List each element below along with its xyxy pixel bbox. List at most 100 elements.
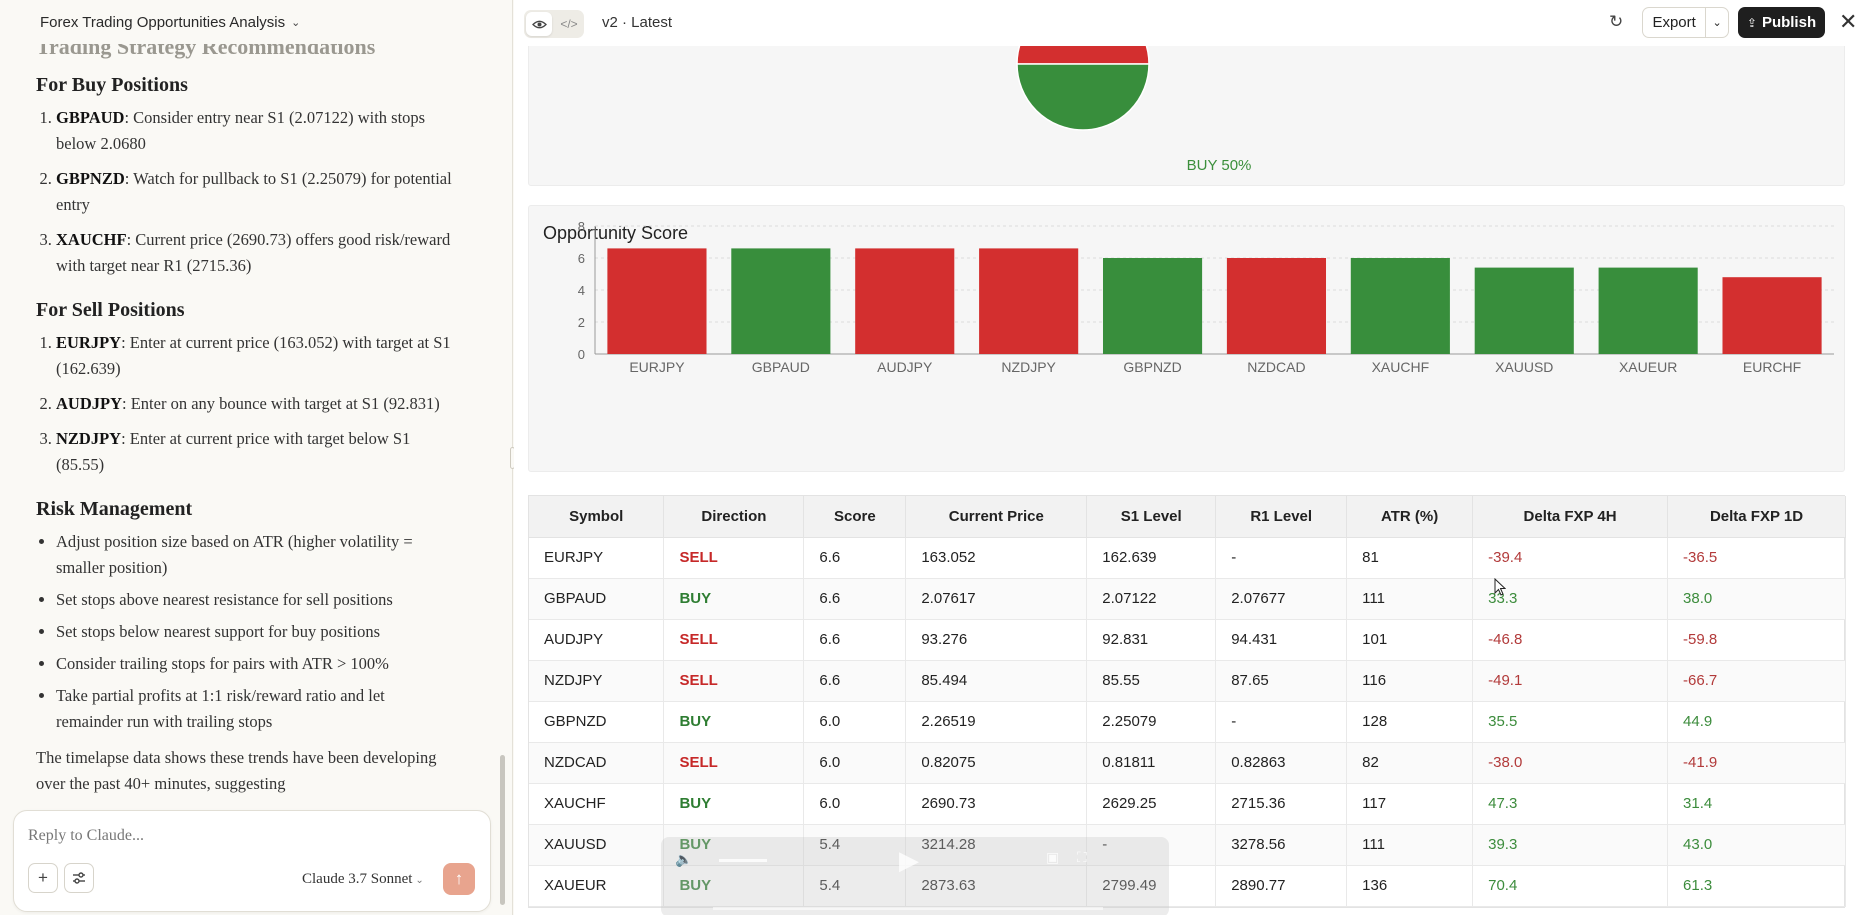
table-row[interactable]: NZDJPY SELL 6.6 85.494 85.55 87.65 116 -49.1 -66…	[529, 660, 1846, 702]
table-cell: -	[1215, 701, 1348, 743]
sell-item: AUDJPY: Enter on any bounce with target …	[56, 391, 452, 417]
volume-icon[interactable]: 🔈	[675, 851, 693, 867]
tools-button[interactable]	[64, 863, 94, 893]
column-header[interactable]: Delta FXP 1D	[1667, 496, 1846, 538]
table-cell: -49.1	[1472, 660, 1669, 702]
column-header[interactable]: S1 Level	[1086, 496, 1217, 538]
video-overlay[interactable]: 🔈 ▶ ▣ ⛶	[661, 837, 1169, 915]
play-icon[interactable]: ▶	[899, 845, 919, 875]
table-row[interactable]: AUDJPY SELL 6.6 93.276 92.831 94.431 101 -46.8-…	[529, 619, 1846, 661]
table-cell: 6.0	[803, 742, 907, 784]
close-button[interactable]: ✕	[1839, 9, 1857, 35]
bar-xauchf[interactable]	[1350, 258, 1450, 354]
buy-heading: For Buy Positions	[36, 74, 188, 96]
publish-label: Publish	[1761, 14, 1817, 31]
table-cell: BUY	[663, 824, 805, 866]
table-cell: 6.0	[803, 783, 907, 825]
table-row[interactable]: GBPNZD BUY 6.0 2.26519 2.25079-128 35.5 44.9	[529, 701, 1846, 743]
table-cell: 2890.77	[1215, 865, 1348, 907]
symbol-label: GBPNZD	[56, 169, 125, 188]
table-cell: 2799.49	[1086, 865, 1217, 907]
fullscreen-icon[interactable]: ⛶	[1077, 849, 1087, 865]
table-cell: 6.0	[803, 701, 907, 743]
y-tick-label: 0	[578, 347, 585, 362]
bar-eurchf[interactable]	[1722, 277, 1822, 354]
version-label[interactable]: v2 · Latest	[602, 14, 673, 31]
preview-tab[interactable]	[526, 12, 552, 36]
chevron-down-icon[interactable]: ⌄	[1712, 17, 1722, 29]
table-cell: NZDCAD	[529, 742, 665, 784]
table-cell: BUY	[663, 701, 805, 743]
export-button[interactable]: Export ⌄	[1642, 7, 1729, 38]
column-header[interactable]: Current Price	[905, 496, 1088, 538]
refresh-button[interactable]: ↻	[1609, 12, 1623, 32]
add-button[interactable]: +	[28, 863, 58, 893]
pip-icon[interactable]: ▣	[1046, 849, 1060, 865]
bar-nzdjpy[interactable]	[979, 248, 1079, 354]
pie-buy-label: BUY 50%	[1186, 157, 1252, 174]
bar-audjpy[interactable]	[855, 248, 955, 354]
sell-item: EURJPY: Enter at current price (163.052)…	[56, 330, 452, 382]
table-cell: 2.07617	[905, 578, 1088, 620]
table-cell: 111	[1346, 578, 1474, 620]
bar-nzdcad[interactable]	[1226, 258, 1327, 354]
table-cell: 33.3	[1472, 578, 1669, 620]
risk-item: Adjust position size based on ATR (highe…	[56, 529, 452, 581]
column-header[interactable]: Delta FXP 4H	[1472, 496, 1669, 538]
table-row[interactable]: NZDCAD SELL 6.0 0.82075 0.81811 0.82863 82 -38.…	[529, 742, 1846, 784]
direction-pie-card: BUY 50%	[528, 36, 1845, 186]
y-tick-label: 4	[578, 283, 585, 298]
table-cell: 31.4	[1667, 783, 1846, 825]
table-cell: 0.82075	[905, 742, 1088, 784]
table-row[interactable]: XAUEUR BUY 5.4 2873.63 2799.49 2890.77 136 70.4…	[529, 865, 1846, 907]
bar-xaueur[interactable]	[1598, 267, 1698, 354]
column-header[interactable]: Score	[803, 496, 907, 538]
code-tab[interactable]: </>	[554, 10, 584, 38]
table-cell: -46.8	[1472, 619, 1669, 661]
opportunity-score-chart: 0 2 4 6 8 EURJPY GBPAUD AUDJPY NZDJPY GBPNZD NZDCA…	[578, 219, 1834, 375]
item-text: : Enter at current price with target bel…	[56, 429, 411, 474]
table-row[interactable]: XAUCHF BUY 6.0 2690.73 2629.25 2715.36 117 47.3…	[529, 783, 1846, 825]
table-cell: 47.3	[1472, 783, 1669, 825]
view-toggle: </>	[524, 10, 584, 38]
table-cell: 5.4	[803, 824, 907, 866]
risk-item: Take partial profits at 1:1 risk/reward …	[56, 683, 452, 735]
chat-scrollbar[interactable]	[500, 755, 505, 905]
bar-eurjpy[interactable]	[607, 248, 707, 354]
table-cell: 128	[1346, 701, 1474, 743]
reply-input[interactable]: Reply to Claude...	[28, 827, 144, 844]
table-cell: -66.7	[1667, 660, 1846, 702]
table-cell: 92.831	[1086, 619, 1217, 661]
risk-item: Set stops below nearest support for buy …	[56, 619, 452, 645]
column-header[interactable]: Symbol	[529, 496, 665, 538]
chat-messages[interactable]: Trading Strategy Recommendations For Buy…	[0, 28, 500, 818]
volume-slider[interactable]	[719, 859, 767, 862]
publish-button[interactable]: ⇪ Publish	[1738, 7, 1825, 38]
model-selector[interactable]: Claude 3.7 Sonnet ⌄	[302, 871, 424, 888]
column-header[interactable]: ATR (%)	[1346, 496, 1474, 538]
chevron-down-icon: ⌄	[415, 875, 424, 886]
y-tick-label: 2	[578, 315, 585, 330]
table-cell: BUY	[663, 783, 805, 825]
table-cell: BUY	[663, 578, 805, 620]
y-tick-label: 6	[578, 251, 585, 266]
bar-gbpnzd[interactable]	[1102, 258, 1203, 354]
item-text: : Enter at current price (163.052) with …	[56, 333, 451, 378]
table-row[interactable]: EURJPY SELL 6.6 163.052 162.639-81 -39.4 -36.5	[529, 537, 1846, 579]
video-progress[interactable]	[713, 907, 1103, 910]
bar-xauusd[interactable]	[1474, 267, 1574, 354]
send-button[interactable]: ↑	[443, 863, 475, 895]
table-row[interactable]: GBPAUD BUY 6.6 2.07617 2.07122 2.07677 111 33.3…	[529, 578, 1846, 620]
eye-icon	[531, 20, 547, 28]
table-cell: 163.052	[905, 537, 1088, 579]
bar-gbpaud[interactable]	[731, 248, 831, 354]
table-row[interactable]: XAUUSD BUY 5.4 3214.28-3278.56 111 39.3 43.0	[529, 824, 1846, 866]
table-cell: 38.0	[1667, 578, 1846, 620]
export-label: Export	[1643, 8, 1707, 37]
risk-list: Adjust position size based on ATR (highe…	[36, 529, 452, 735]
column-header[interactable]: Direction	[663, 496, 805, 538]
chat-title[interactable]: Forex Trading Opportunities Analysis ⌄	[0, 0, 512, 44]
direction-pie	[1016, 37, 1150, 131]
x-tick-label: XAUCHF	[1372, 359, 1430, 375]
column-header[interactable]: R1 Level	[1215, 496, 1348, 538]
